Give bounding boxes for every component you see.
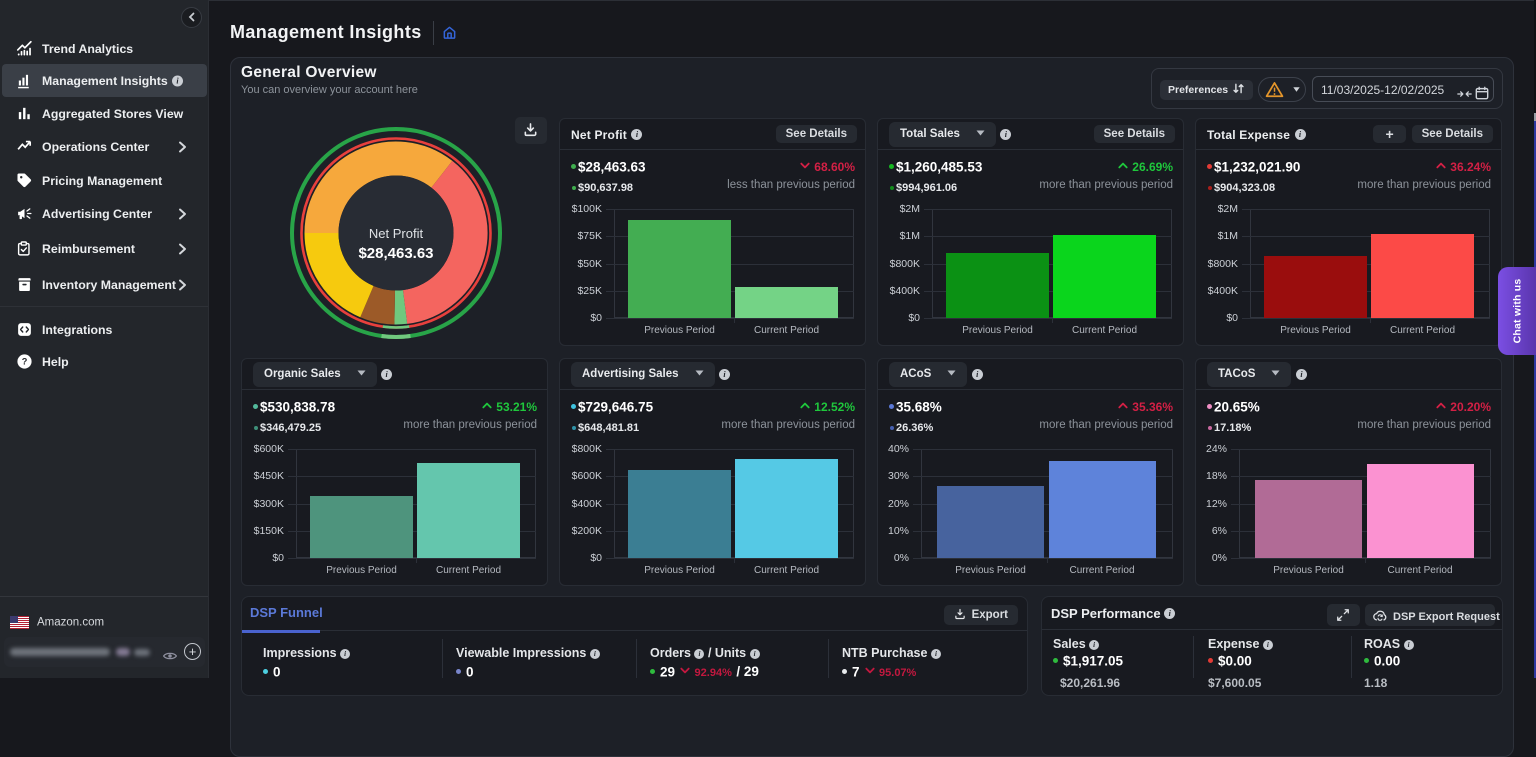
svg-text:?: ?	[22, 357, 28, 367]
